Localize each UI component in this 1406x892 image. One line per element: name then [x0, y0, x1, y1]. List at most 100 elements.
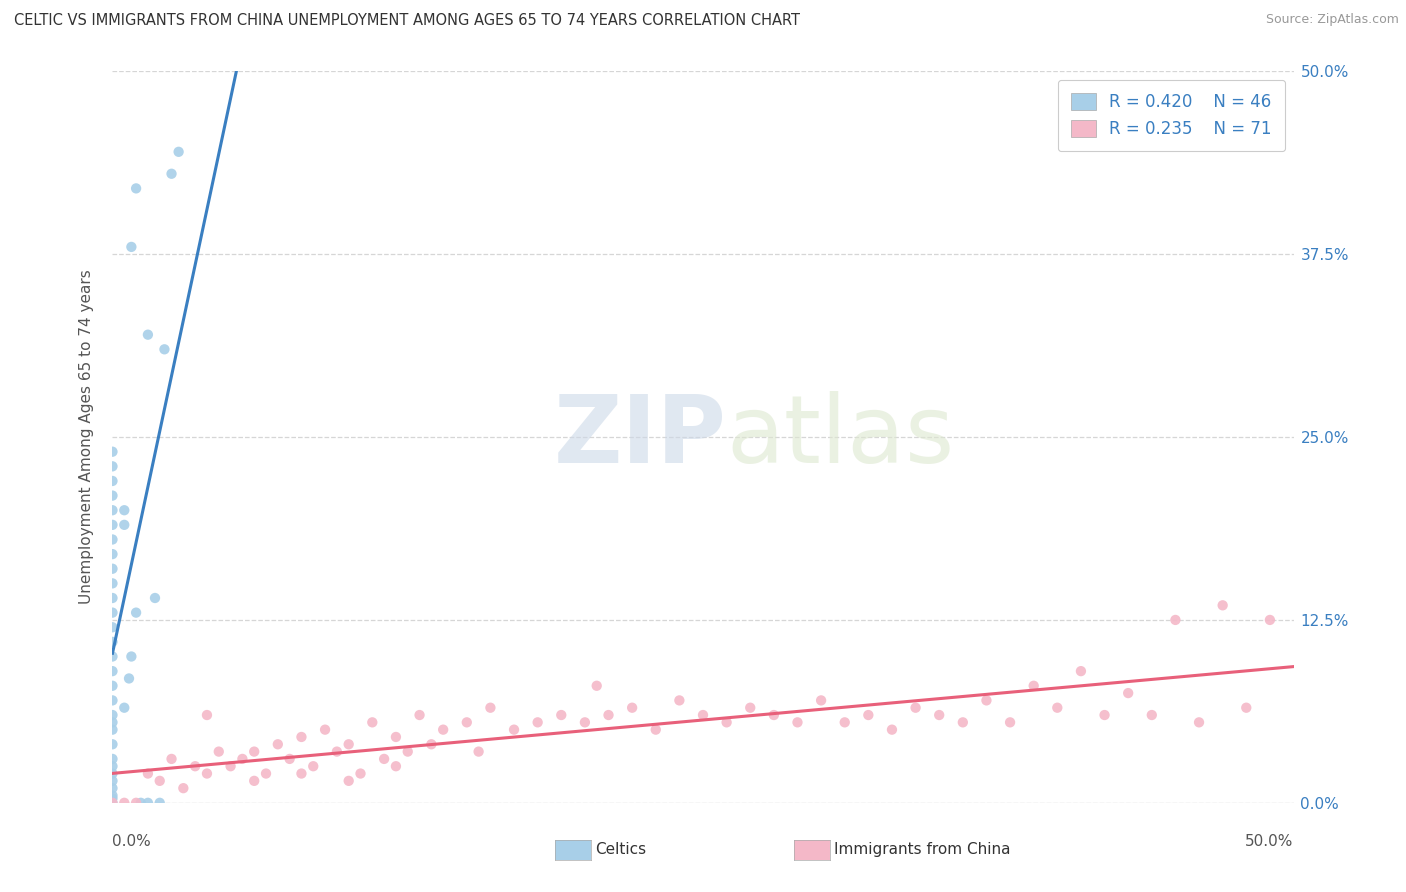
- Legend: R = 0.420    N = 46, R = 0.235    N = 71: R = 0.420 N = 46, R = 0.235 N = 71: [1057, 79, 1285, 151]
- Point: [1234, 700, 1257, 714]
- Point: [243, 745, 266, 759]
- Point: [349, 766, 371, 780]
- Point: [101, 459, 124, 474]
- Point: [467, 745, 489, 759]
- Point: [243, 773, 266, 788]
- Point: [149, 773, 172, 788]
- Point: [302, 759, 325, 773]
- Point: [153, 343, 176, 357]
- Point: [125, 181, 148, 195]
- Point: [254, 766, 277, 780]
- Point: [101, 789, 124, 803]
- Point: [880, 723, 903, 737]
- Point: [101, 562, 124, 576]
- Point: [267, 737, 290, 751]
- Point: [550, 708, 572, 723]
- Point: [101, 474, 124, 488]
- Point: [834, 715, 856, 730]
- Point: [928, 708, 950, 723]
- Point: [290, 766, 312, 780]
- Point: [101, 503, 124, 517]
- Point: [585, 679, 607, 693]
- Point: [101, 796, 124, 810]
- Point: [1022, 679, 1045, 693]
- Point: [1116, 686, 1139, 700]
- Point: [184, 759, 207, 773]
- Point: [456, 715, 478, 730]
- Point: [149, 796, 172, 810]
- Point: [101, 773, 124, 788]
- Point: [716, 715, 738, 730]
- Point: [574, 715, 596, 730]
- Point: [101, 737, 124, 751]
- Point: [167, 145, 190, 159]
- Point: [1164, 613, 1187, 627]
- Point: [172, 781, 194, 796]
- Point: [101, 723, 124, 737]
- Point: [526, 715, 548, 730]
- Text: CELTIC VS IMMIGRANTS FROM CHINA UNEMPLOYMENT AMONG AGES 65 TO 74 YEARS CORRELATI: CELTIC VS IMMIGRANTS FROM CHINA UNEMPLOY…: [14, 13, 800, 29]
- Point: [786, 715, 808, 730]
- Point: [125, 606, 148, 620]
- Point: [112, 700, 135, 714]
- Point: [952, 715, 974, 730]
- Point: [385, 730, 408, 744]
- Point: [118, 672, 141, 686]
- Point: [1046, 700, 1069, 714]
- Text: ZIP: ZIP: [554, 391, 727, 483]
- Point: [976, 693, 998, 707]
- Point: [1094, 708, 1116, 723]
- Text: 50.0%: 50.0%: [1246, 834, 1294, 849]
- Point: [101, 635, 124, 649]
- Text: Immigrants from China: Immigrants from China: [834, 842, 1011, 856]
- Point: [101, 708, 124, 723]
- Point: [160, 752, 183, 766]
- Point: [195, 766, 218, 780]
- Point: [208, 745, 231, 759]
- Point: [361, 715, 384, 730]
- Point: [101, 547, 124, 561]
- Point: [101, 591, 124, 605]
- Point: [858, 708, 880, 723]
- Point: [420, 737, 443, 751]
- Point: [101, 576, 124, 591]
- Point: [479, 700, 502, 714]
- Point: [120, 240, 142, 254]
- Point: [432, 723, 454, 737]
- Point: [120, 649, 142, 664]
- Point: [101, 752, 124, 766]
- Point: [112, 796, 135, 810]
- Point: [219, 759, 242, 773]
- Point: [1140, 708, 1163, 723]
- Point: [740, 700, 762, 714]
- Point: [326, 745, 349, 759]
- Point: [290, 730, 312, 744]
- Point: [904, 700, 927, 714]
- Point: [692, 708, 714, 723]
- Point: [160, 167, 183, 181]
- Text: atlas: atlas: [727, 391, 955, 483]
- Y-axis label: Unemployment Among Ages 65 to 74 years: Unemployment Among Ages 65 to 74 years: [79, 269, 94, 605]
- Point: [278, 752, 301, 766]
- Point: [1212, 599, 1234, 613]
- Point: [598, 708, 620, 723]
- Point: [503, 723, 526, 737]
- Point: [314, 723, 336, 737]
- Point: [101, 606, 124, 620]
- Point: [143, 591, 166, 605]
- Point: [101, 664, 124, 678]
- Text: Celtics: Celtics: [595, 842, 645, 856]
- Point: [101, 489, 124, 503]
- Point: [101, 517, 124, 532]
- Point: [136, 796, 159, 810]
- Point: [195, 708, 218, 723]
- Point: [112, 517, 135, 532]
- Point: [668, 693, 690, 707]
- Point: [644, 723, 666, 737]
- Point: [136, 327, 159, 342]
- Point: [385, 759, 408, 773]
- Point: [101, 759, 124, 773]
- Point: [408, 708, 430, 723]
- Point: [101, 444, 124, 458]
- Point: [373, 752, 395, 766]
